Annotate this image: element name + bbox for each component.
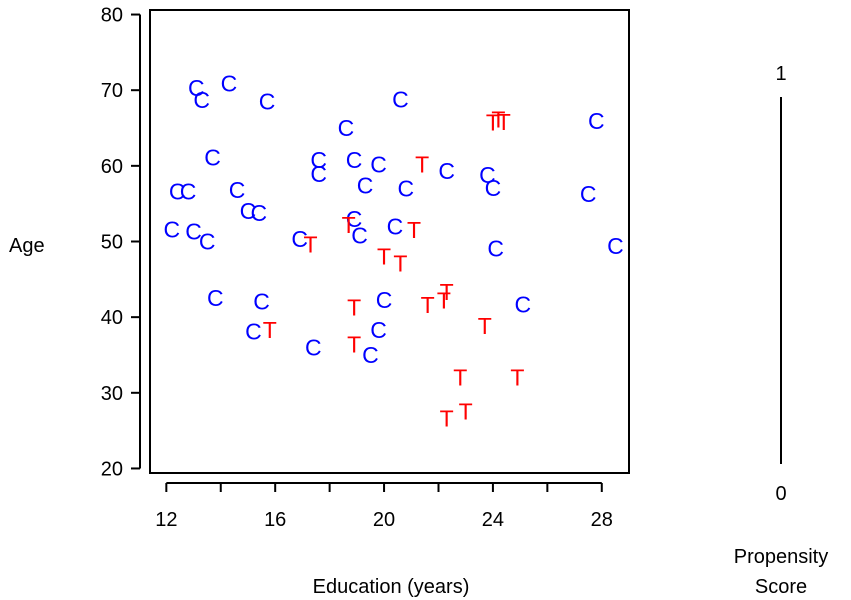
control-point: C bbox=[479, 162, 496, 188]
treated-point: T bbox=[491, 107, 505, 133]
propensity-title-line-2: Score bbox=[755, 576, 807, 598]
treated-point: T bbox=[347, 331, 361, 357]
control-point: C bbox=[253, 288, 270, 314]
control-point: C bbox=[398, 176, 415, 202]
control-point: C bbox=[229, 177, 246, 203]
treated-point: T bbox=[440, 406, 454, 432]
propensity-bottom-label: 0 bbox=[775, 483, 786, 505]
axes-layer: 12 16 20 24 28 20 30 40 50 60 70 80 bbox=[101, 5, 630, 531]
y-axis-title: Age bbox=[9, 235, 45, 257]
control-point: C bbox=[370, 317, 387, 343]
control-point: C bbox=[240, 198, 257, 224]
control-point: C bbox=[376, 287, 393, 313]
treated-point: T bbox=[510, 365, 524, 391]
treated-point: T bbox=[437, 288, 451, 314]
control-point: C bbox=[310, 147, 327, 173]
y-tick-label: 20 bbox=[101, 458, 123, 480]
control-point: C bbox=[580, 181, 597, 207]
control-point: C bbox=[357, 173, 374, 199]
control-point: C bbox=[221, 70, 238, 96]
control-point: C bbox=[251, 200, 268, 226]
x-tick-label: 12 bbox=[155, 509, 177, 531]
treated-point: T bbox=[304, 232, 318, 258]
control-point: C bbox=[346, 147, 363, 173]
control-point: C bbox=[259, 89, 276, 115]
control-point: C bbox=[515, 291, 532, 317]
treated-point: T bbox=[407, 217, 421, 243]
treated-point: T bbox=[415, 151, 429, 177]
control-point: C bbox=[485, 175, 502, 201]
control-point: C bbox=[188, 75, 205, 101]
propensity-scale: 1 0 Propensity Score bbox=[734, 63, 829, 598]
x-tick-label: 16 bbox=[264, 509, 286, 531]
control-point: C bbox=[362, 342, 379, 368]
control-point: C bbox=[438, 158, 455, 184]
treated-point: T bbox=[453, 365, 467, 391]
propensity-top-label: 1 bbox=[775, 63, 786, 85]
treated-point: T bbox=[342, 212, 356, 238]
control-point: C bbox=[163, 216, 180, 242]
treated-point: T bbox=[421, 292, 435, 318]
control-point: C bbox=[338, 115, 355, 141]
control-point: C bbox=[392, 86, 409, 112]
treated-point: T bbox=[347, 294, 361, 320]
treated-point: T bbox=[497, 109, 511, 135]
control-point: C bbox=[291, 226, 308, 252]
control-point: C bbox=[346, 206, 363, 232]
control-point: C bbox=[193, 87, 210, 113]
y-tick-label: 60 bbox=[101, 156, 123, 178]
treated-point: T bbox=[478, 313, 492, 339]
treated-point: T bbox=[486, 110, 500, 136]
control-point: C bbox=[387, 213, 404, 239]
treated-point: T bbox=[263, 317, 277, 343]
treated-point: T bbox=[377, 244, 391, 270]
x-tick-label: 28 bbox=[591, 509, 613, 531]
y-tick-label: 50 bbox=[101, 232, 123, 254]
control-point: C bbox=[207, 285, 224, 311]
control-point: C bbox=[370, 151, 387, 177]
y-tick-label: 40 bbox=[101, 307, 123, 329]
control-point: C bbox=[351, 222, 368, 248]
control-point: C bbox=[245, 319, 262, 345]
y-tick-label: 70 bbox=[101, 80, 123, 102]
y-tick-label: 80 bbox=[101, 5, 123, 27]
treated-point: T bbox=[459, 399, 473, 425]
control-point: C bbox=[310, 161, 327, 187]
control-point: C bbox=[185, 219, 202, 245]
plot-frame bbox=[149, 9, 630, 474]
x-tick-label: 20 bbox=[373, 509, 395, 531]
x-axis-title: Education (years) bbox=[313, 576, 470, 598]
control-point: C bbox=[487, 235, 504, 261]
treated-point: T bbox=[393, 250, 407, 276]
control-point: C bbox=[607, 233, 624, 259]
control-point: C bbox=[199, 229, 216, 255]
treated-point: T bbox=[440, 279, 454, 305]
control-point: C bbox=[169, 179, 186, 205]
control-point: C bbox=[204, 145, 221, 171]
control-point: C bbox=[180, 179, 197, 205]
propensity-title-line-1: Propensity bbox=[734, 546, 829, 568]
y-tick-label: 30 bbox=[101, 383, 123, 405]
x-tick-label: 24 bbox=[482, 509, 504, 531]
control-point: C bbox=[305, 334, 322, 360]
control-point: C bbox=[588, 108, 605, 134]
